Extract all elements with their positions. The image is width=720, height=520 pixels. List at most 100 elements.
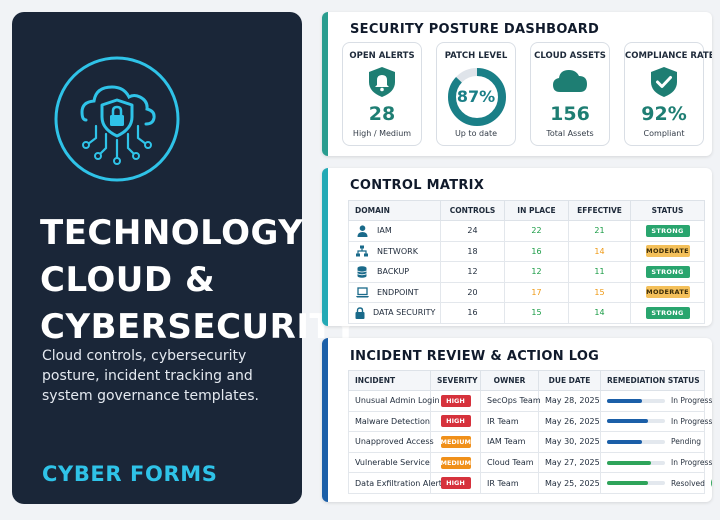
bell-shield-icon <box>343 66 421 98</box>
domain-name: BACKUP <box>377 267 410 277</box>
column-header[interactable]: INCIDENT <box>348 370 431 391</box>
shield-check-icon <box>625 66 703 98</box>
controls-cell: 16 <box>440 302 505 324</box>
remediation-status: Pending <box>671 437 701 447</box>
table-row[interactable]: Vulnerable Service MEDIUM Cloud Team May 27… <box>348 451 712 474</box>
kpi-tile-cloud-assets[interactable]: CLOUD ASSETS 156 Total Assets <box>530 42 610 146</box>
in-place-cell: 16 <box>504 240 569 262</box>
control-matrix-table: DOMAIN CONTROLS IN PLACE EFFECTIVE STATU… <box>348 200 705 324</box>
severity-badge: MEDIUM <box>440 456 471 469</box>
severity-cell: HIGH <box>430 410 481 433</box>
status-badge: MODERATE <box>645 245 690 258</box>
progress-fill <box>607 419 648 424</box>
severity-badge: HIGH <box>440 394 471 407</box>
column-header[interactable]: REMEDIATION STATUS <box>600 370 705 391</box>
incident-name-cell: Unusual Admin Login <box>348 390 440 412</box>
kpi-label: CLOUD ASSETS <box>534 51 606 61</box>
cloud-shield-lock-icon <box>54 56 180 182</box>
cover-title-line: TECHNOLOGY <box>40 213 304 253</box>
control-matrix-card: CONTROL MATRIX DOMAIN CONTROLS IN PLACE … <box>322 168 712 326</box>
effective-cell: 11 <box>568 261 631 283</box>
due-date-cell: May 30, 2025 <box>538 431 601 453</box>
controls-cell: 20 <box>440 281 505 303</box>
lock-icon <box>355 306 365 320</box>
cover-title-line: CLOUD & <box>40 260 216 300</box>
table-row[interactable]: Unusual Admin Login HIGH SecOps Team May 28… <box>348 390 712 412</box>
remediation-cell: Pending <box>600 431 705 453</box>
due-date-cell: May 25, 2025 <box>538 472 601 494</box>
in-place-cell: 22 <box>504 220 569 242</box>
kpi-value: 28 <box>368 103 396 125</box>
controls-cell: 12 <box>440 261 505 283</box>
status-badge: STRONG <box>645 265 690 278</box>
domain-cell: NETWORK <box>348 240 441 262</box>
domain-cell: IAM <box>348 220 441 242</box>
incident-log-card: INCIDENT REVIEW & ACTION LOG INCIDENT SE… <box>322 338 712 502</box>
status-badge: STRONG <box>645 306 690 319</box>
incident-table: INCIDENT SEVERITY OWNER DUE DATE REMEDIA… <box>348 370 712 494</box>
remediation-status: In Progress <box>671 396 712 406</box>
effective-cell: 14 <box>568 302 631 324</box>
domain-name: IAM <box>377 226 392 236</box>
domain-cell: BACKUP <box>348 261 441 283</box>
due-date-cell: May 28, 2025 <box>538 390 601 412</box>
progress-fill <box>607 460 651 465</box>
progress-fill <box>607 398 642 403</box>
effective-cell: 21 <box>568 220 631 242</box>
domain-name: ENDPOINT <box>377 287 419 297</box>
column-header[interactable]: CONTROLS <box>440 200 505 221</box>
column-header[interactable]: SEVERITY <box>430 370 481 391</box>
in-place-cell: 12 <box>504 261 569 283</box>
kpi-tile-patch-level[interactable]: PATCH LEVEL 87% Up to date <box>436 42 516 146</box>
cover-panel: TECHNOLOGY CLOUD & CYBERSECURITY Cloud c… <box>12 12 358 504</box>
kpi-label: PATCH LEVEL <box>444 51 508 61</box>
table-header-row: INCIDENT SEVERITY OWNER DUE DATE REMEDIA… <box>348 370 705 391</box>
table-row[interactable]: ENDPOINT 20 17 15 MODERATE <box>348 281 705 303</box>
cover-title: TECHNOLOGY CLOUD & CYBERSECURITY <box>40 210 358 351</box>
kpi-tile-compliance-rate[interactable]: COMPLIANCE RATE 92% Compliant <box>624 42 712 146</box>
severity-cell: MEDIUM <box>430 451 481 474</box>
status-cell: STRONG <box>630 261 705 283</box>
column-header[interactable]: EFFECTIVE <box>568 200 631 221</box>
table-row[interactable]: IAM 24 22 21 STRONG <box>348 220 705 242</box>
domain-name: NETWORK <box>377 246 418 256</box>
column-header[interactable]: DUE DATE <box>538 370 601 391</box>
owner-cell: Cloud Team <box>480 451 539 474</box>
table-row[interactable]: Malware Detection HIGH IR Team May 26, 2025… <box>348 410 712 433</box>
table-row[interactable]: DATA SECURITY 16 15 14 STRONG <box>348 302 705 324</box>
kpi-tile-open-alerts[interactable]: OPEN ALERTS 28 High / Medium <box>342 42 422 146</box>
dashboard-card: SECURITY POSTURE DASHBOARD OPEN ALERTS 2… <box>322 12 712 156</box>
kpi-label: COMPLIANCE RATE <box>625 51 712 61</box>
kpi-value: 87% <box>456 87 496 106</box>
owner-cell: IR Team <box>480 472 539 494</box>
column-header[interactable]: DOMAIN <box>348 200 441 221</box>
incident-log-title: INCIDENT REVIEW & ACTION LOG <box>350 349 600 364</box>
card-accent-bar <box>322 12 328 156</box>
remediation-cell: Resolved ✓ <box>600 472 712 494</box>
owner-cell: SecOps Team <box>480 390 541 412</box>
column-header[interactable]: STATUS <box>630 200 705 221</box>
column-header[interactable]: IN PLACE <box>504 200 569 221</box>
incident-name-cell: Malware Detection <box>348 410 431 433</box>
network-icon <box>355 244 369 258</box>
column-header[interactable]: OWNER <box>480 370 539 391</box>
due-date-cell: May 27, 2025 <box>538 451 601 474</box>
table-header-row: DOMAIN CONTROLS IN PLACE EFFECTIVE STATU… <box>348 200 705 221</box>
owner-cell: IAM Team <box>480 431 539 453</box>
incident-name-cell: Vulnerable Service <box>348 451 431 474</box>
remediation-status: Resolved <box>671 478 705 488</box>
domain-name: DATA SECURITY <box>373 308 436 318</box>
kpi-caption: High / Medium <box>352 129 412 138</box>
progress-bar <box>607 460 665 465</box>
status-cell: MODERATE <box>630 240 705 262</box>
table-row[interactable]: NETWORK 18 16 14 MODERATE <box>348 240 705 262</box>
laptop-icon <box>355 285 369 299</box>
owner-cell: IR Team <box>480 410 539 433</box>
severity-cell: MEDIUM <box>430 431 481 453</box>
status-badge: STRONG <box>645 224 690 237</box>
table-row[interactable]: BACKUP 12 12 11 STRONG <box>348 261 705 283</box>
table-row[interactable]: Unapproved Access MEDIUM IAM Team May 30, 2… <box>348 431 705 453</box>
cloud-icon <box>531 66 609 98</box>
status-cell: STRONG <box>630 220 705 242</box>
table-row[interactable]: Data Exfiltration Alert HIGH IR Team May 25… <box>348 472 712 494</box>
